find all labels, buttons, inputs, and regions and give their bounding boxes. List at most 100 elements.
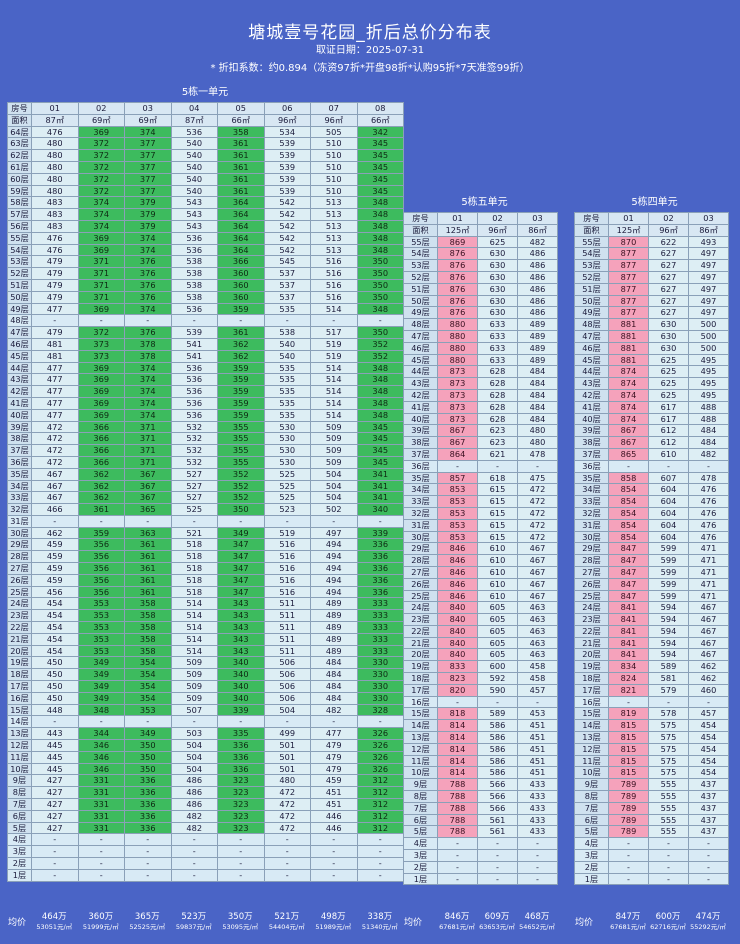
price-cell: 467: [31, 479, 79, 493]
price-cell: 374: [124, 302, 172, 316]
price-cell: -: [356, 715, 404, 729]
table-row: 13层 815 575 454: [574, 731, 729, 744]
floor-label: 39层: [7, 420, 32, 434]
floor-label: 51层: [7, 278, 32, 292]
price-cell: 349: [77, 668, 125, 682]
price-table: 房号 01 02 03 面积 125㎡ 96㎡ 86㎡ 55层 869 625 482 54层 876 63…: [403, 212, 558, 886]
price-cell: 336: [217, 762, 265, 776]
price-cell: 555: [648, 801, 689, 815]
table-row: 17层 821 579 460: [574, 683, 729, 697]
price-cell: -: [356, 833, 404, 847]
price-cell: 841: [608, 624, 649, 638]
unit-area: 96㎡: [477, 223, 518, 237]
price-cell: 497: [688, 247, 729, 261]
price-cell: -: [263, 715, 311, 729]
table-row: 44层 874 625 495: [574, 365, 729, 379]
price-cell: 326: [356, 727, 404, 741]
price-cell: -: [608, 459, 649, 473]
average-total: 474万: [695, 912, 721, 922]
floor-label: 36层: [7, 455, 32, 469]
price-cell: 509: [310, 432, 358, 446]
price-cell: 511: [263, 597, 311, 611]
price-cell: -: [477, 695, 518, 709]
floor-label: 26层: [574, 577, 609, 591]
floor-label: 37层: [574, 447, 609, 461]
price-cell: 350: [356, 278, 404, 292]
price-cell: 542: [263, 231, 311, 245]
price-cell: 454: [31, 597, 79, 611]
table-row: 21层 454 353 358 514 343 511 489 333: [7, 632, 404, 646]
price-cell: 349: [77, 656, 125, 670]
price-cell: 378: [124, 349, 172, 363]
price-cell: 459: [31, 550, 79, 564]
price-cell: 484: [517, 412, 558, 426]
floor-label: 28层: [7, 550, 32, 564]
price-cell: -: [517, 695, 558, 709]
price-cell: 358: [124, 597, 172, 611]
price-table: 房号 01 02 03 面积 125㎡ 96㎡ 86㎡ 55层 870 622 493 54层 877 62…: [574, 212, 729, 886]
price-cell: 841: [608, 648, 649, 662]
average-price: 464万 53051元/㎡: [31, 912, 78, 932]
price-cell: 539: [263, 160, 311, 174]
price-cell: 346: [77, 739, 125, 752]
price-cell: 610: [477, 565, 518, 579]
room-label: 房号: [403, 212, 438, 225]
table-row: 17层 820 590 457: [403, 683, 558, 697]
price-cell: 535: [263, 302, 311, 316]
price-cell: 612: [648, 424, 689, 438]
price-cell: 471: [688, 554, 729, 567]
table-row: 11层 445 346 350 504 336 501 479 326: [7, 750, 404, 764]
price-cell: 348: [356, 361, 404, 375]
table-row: 2层 - - -: [403, 860, 558, 874]
floor-label: 41层: [574, 400, 609, 414]
price-cell: 867: [437, 436, 478, 449]
price-cell: 451: [517, 754, 558, 768]
price-cell: 575: [648, 742, 689, 756]
price-cell: 535: [263, 385, 311, 398]
average-label: 均价: [8, 918, 27, 928]
price-cell: 489: [310, 644, 358, 658]
price-cell: 312: [356, 809, 404, 823]
floor-label: 36层: [574, 459, 609, 473]
price-cell: 472: [517, 506, 558, 520]
price-cell: 578: [648, 707, 689, 721]
price-cell: 336: [124, 774, 172, 788]
price-cell: 575: [648, 766, 689, 780]
price-cell: 453: [517, 707, 558, 721]
floor-label: 23层: [403, 613, 438, 626]
price-cell: 364: [217, 243, 265, 257]
floor-label: 7层: [574, 801, 609, 815]
price-cell: 518: [170, 550, 218, 564]
floor-label: 12层: [574, 742, 609, 756]
price-cell: 511: [263, 632, 311, 646]
price-cell: -: [648, 860, 689, 874]
table-row: 47层 880 633 489: [403, 329, 558, 343]
price-cell: 312: [356, 798, 404, 811]
price-cell: -: [77, 868, 125, 882]
price-cell: 495: [688, 388, 729, 402]
table-row: 36层 472 366 371 532 355 530 509 345: [7, 455, 404, 469]
price-cell: -: [688, 837, 729, 851]
price-cell: 873: [437, 388, 478, 402]
floor-label: 55层: [574, 235, 609, 249]
price-cell: 579: [648, 683, 689, 697]
price-cell: 466: [31, 503, 79, 516]
price-cell: 586: [477, 754, 518, 768]
floor-label: 15层: [574, 707, 609, 721]
table-row: 53层 479 371 376 538 366 545 516 350: [7, 255, 404, 269]
price-cell: 350: [356, 326, 404, 339]
price-cell: 369: [77, 302, 125, 316]
price-cell: 540: [170, 137, 218, 151]
price-cell: 454: [688, 731, 729, 744]
price-cell: 497: [688, 270, 729, 284]
floor-label: 44层: [7, 361, 32, 375]
price-cell: -: [31, 868, 79, 882]
price-cell: 590: [477, 683, 518, 697]
floor-label: 18层: [7, 668, 32, 682]
price-cell: 538: [170, 278, 218, 292]
price-cell: 343: [217, 632, 265, 646]
table-row: 47层 479 372 376 539 361 538 517 350: [7, 326, 404, 339]
price-cell: 506: [263, 691, 311, 705]
table-row: 26层 459 356 361 518 347 516 494 336: [7, 573, 404, 587]
table-row: 56层 483 374 379 543 364 542 513 348: [7, 219, 404, 233]
